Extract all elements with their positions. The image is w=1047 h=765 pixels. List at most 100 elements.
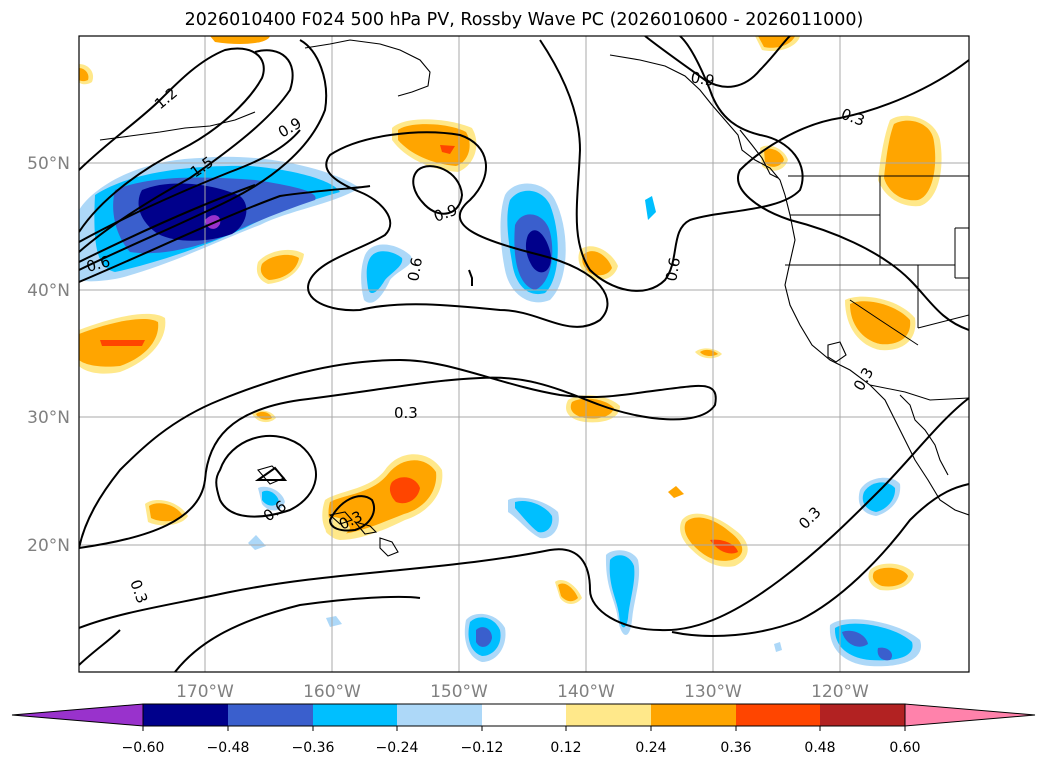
anomaly-positive-region (558, 583, 578, 602)
pv-contour-1.5 (79, 49, 294, 253)
map-background (79, 36, 969, 672)
map-gridlines (79, 36, 969, 672)
lon-label: 170°W (176, 682, 234, 702)
island-outline (827, 341, 847, 363)
pv-contour-tiny (468, 269, 473, 286)
pv-contour-0.3-corner (79, 629, 121, 666)
pv-anomaly-shading (79, 36, 942, 667)
colorbar-extend-low (11, 703, 144, 727)
colorbar-extend-high (904, 703, 1036, 727)
pv-contour-0.3-hawaii (328, 495, 375, 532)
colorbar-tick: −0.12 (461, 740, 504, 756)
contour-labels: 1.2 1.5 0.9 0.6 0.9 0.6 0.6 0.9 0.3 0.3 … (84, 68, 877, 606)
longitude-axis: 170°W 160°W 150°W 140°W 130°W 120°W (176, 682, 869, 702)
anomaly-positive-region (440, 145, 455, 154)
contour-label: 0.6 (84, 252, 112, 276)
pv-contour-0.9-west (79, 39, 328, 271)
colorbar-tick: −0.24 (376, 740, 419, 756)
anomaly-negative-region (476, 627, 492, 647)
pv-contours (79, 36, 969, 672)
colorbar-ticks: −0.60 −0.48 −0.36 −0.24 −0.12 0.12 0.24 … (122, 740, 921, 756)
colorbar-swatch (482, 704, 566, 726)
political-borders (785, 175, 969, 401)
colorbar-tick: 0.24 (635, 740, 666, 756)
anomaly-negative-region (525, 230, 552, 273)
anomaly-positive-region (764, 148, 784, 167)
anomaly-negative-region (645, 196, 656, 220)
colorbar-swatch (228, 704, 313, 726)
lon-label: 160°W (303, 682, 361, 702)
anomaly-positive-region (149, 503, 183, 522)
lon-label: 140°W (557, 682, 615, 702)
pv-contour-0.9-north (644, 36, 791, 88)
colorbar-swatch (736, 704, 820, 726)
anomaly-negative-region (609, 555, 635, 628)
colorbar-tick: 0.36 (720, 740, 751, 756)
anomaly-positive-region (710, 539, 738, 554)
colorbar-swatch (566, 704, 651, 726)
north-america-west-coastline (609, 54, 969, 516)
pv-contour-small (254, 466, 288, 481)
colorbar-swatch (820, 704, 905, 726)
colorbar-tick: −0.36 (292, 740, 335, 756)
anomaly-positive-region (872, 567, 908, 587)
colorbar-frame (142, 703, 906, 727)
lat-label: 30°N (27, 408, 70, 428)
anomaly-negative-region (774, 642, 782, 652)
gulf-of-california-coastline (899, 394, 949, 476)
state-border (917, 314, 969, 329)
anomaly-negative-region (877, 647, 893, 661)
alaska-coastline (304, 39, 431, 97)
colorbar-swatch (397, 704, 482, 726)
lat-label: 40°N (27, 281, 70, 301)
pv-contour-0.6-southwest (215, 435, 317, 518)
hawaii-island (379, 537, 399, 557)
contour-label: 0.9 (689, 68, 716, 90)
anomaly-negative-region (515, 500, 553, 533)
anomaly-positive-region (668, 486, 684, 498)
colorbar-tick: −0.48 (207, 740, 250, 756)
pv-contour-0.9-inner (79, 184, 256, 263)
latitude-axis: 50°N 40°N 30°N 20°N (27, 154, 70, 556)
anomaly-positive-region (79, 68, 89, 82)
colorbar-tick-marks (142, 726, 906, 731)
anomaly-positive-region (850, 301, 911, 345)
anomaly-positive-region (570, 398, 614, 419)
pv-contour-1.5-inner (79, 129, 301, 243)
contour-label: 0.6 (404, 256, 426, 283)
anomaly-positive-region (256, 411, 272, 420)
anomaly-positive-region (389, 477, 420, 504)
anomaly-negative-region (262, 490, 279, 506)
colorbar-tick: 0.48 (804, 740, 835, 756)
hawaii-island (328, 511, 353, 525)
pv-contour-0.3-east (737, 59, 969, 331)
map-frame (78, 35, 970, 673)
pv-contour-0.9-central (412, 165, 464, 215)
anomaly-negative-region (248, 535, 266, 550)
aleutian-coastline (99, 111, 256, 141)
lat-label: 20°N (27, 536, 70, 556)
pv-contour-0.6-east (539, 36, 804, 292)
anomaly-negative-region (326, 616, 342, 627)
lon-label: 120°W (811, 682, 869, 702)
anomaly-positive-region (884, 120, 936, 201)
state-border (849, 299, 919, 346)
lon-label: 150°W (430, 682, 488, 702)
lon-label: 130°W (684, 682, 742, 702)
figure-title: 2026010400 F024 500 hPa PV, Rossby Wave … (185, 10, 864, 30)
anomaly-positive-region (100, 340, 145, 346)
vancouver-island-coastline (739, 129, 779, 179)
colorbar-swatch (143, 704, 228, 726)
anomaly-negative-region (366, 251, 403, 294)
pv-contour-0.6-central (307, 131, 609, 328)
anomaly-negative-region (862, 482, 896, 512)
colorbar-swatch (313, 704, 397, 726)
anomaly-positive-region (210, 36, 270, 44)
us-mexico-border (869, 384, 969, 401)
colorbar: −0.60 −0.48 −0.36 −0.24 −0.12 0.12 0.24 … (11, 703, 1036, 756)
colorbar-tick: 0.60 (889, 740, 920, 756)
contour-label: 0.3 (394, 404, 418, 422)
pv-contour-0.3-southeast (671, 483, 969, 637)
colorbar-swatch (651, 704, 736, 726)
